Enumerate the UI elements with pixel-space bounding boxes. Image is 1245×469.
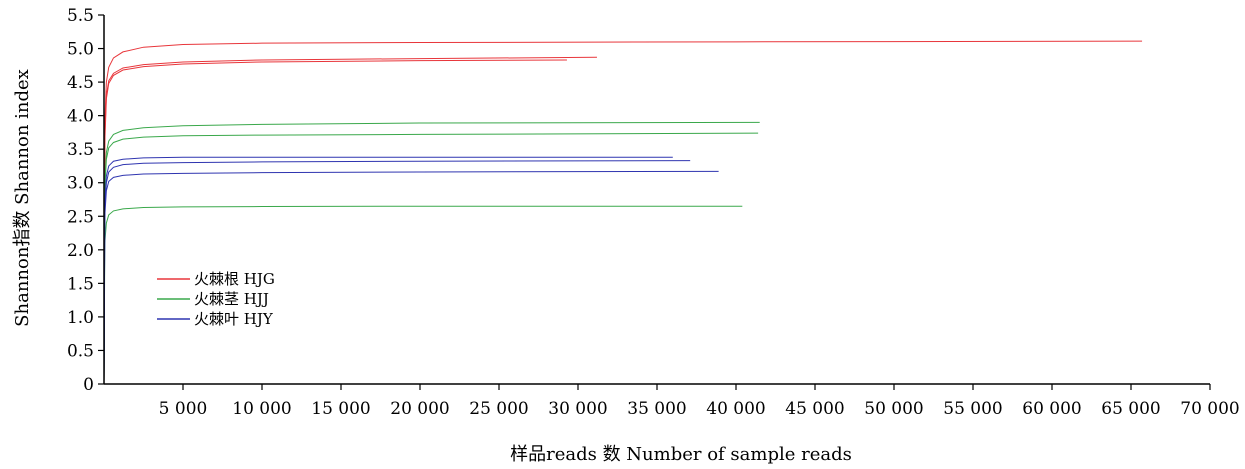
y-tick-label: 0	[83, 375, 94, 395]
x-tick-label: 50 000	[864, 399, 923, 419]
y-tick-label: 5.5	[67, 6, 94, 26]
series-line-hjg-2	[103, 59, 567, 385]
legend-label: 火棘叶 HJY	[194, 310, 274, 328]
legend: 火棘根 HJG 火棘茎 HJJ 火棘叶 HJY	[157, 270, 275, 328]
x-tick-label: 25 000	[469, 399, 528, 419]
y-tick-label: 1.5	[67, 274, 94, 294]
series-line-hjj-4	[103, 132, 759, 385]
x-tick-label: 70 000	[1180, 399, 1239, 419]
series-line-hjj-5	[103, 205, 743, 385]
x-tick-label: 30 000	[548, 399, 607, 419]
legend-label: 火棘茎 HJJ	[194, 290, 269, 308]
x-tick-label: 15 000	[311, 399, 370, 419]
series-line-hjy-6	[103, 156, 673, 385]
y-tick-label: 3.0	[67, 174, 94, 194]
x-tick-label: 40 000	[706, 399, 765, 419]
x-tick-label: 10 000	[232, 399, 291, 419]
y-axis-ticks: 0 0.5 1.0 1.5 2.0 2.5 3.0 3.5 4.0 4.5 5.0 5.5	[67, 6, 104, 395]
series-line-hjy-7	[103, 160, 691, 385]
x-tick-label: 55 000	[943, 399, 1002, 419]
x-tick-label: 20 000	[390, 399, 449, 419]
series-line-hjg-0	[103, 40, 1143, 385]
y-tick-label: 3.5	[67, 140, 94, 160]
y-tick-label: 0.5	[67, 341, 94, 361]
x-tick-label: 45 000	[785, 399, 844, 419]
x-axis-ticks: 5 000 10 000 15 000 20 000 25 000 30 000 35 00…	[159, 384, 1240, 419]
x-axis-title: 样品reads 数 Number of sample reads	[510, 444, 852, 465]
series-layer	[103, 40, 1143, 385]
legend-label: 火棘根 HJG	[194, 270, 275, 288]
series-line-hjg-1	[103, 56, 597, 385]
x-tick-label: 5 000	[159, 399, 208, 419]
x-tick-label: 60 000	[1022, 399, 1081, 419]
y-tick-label: 2.5	[67, 207, 94, 227]
y-tick-label: 2.0	[67, 241, 94, 261]
x-tick-label: 35 000	[627, 399, 686, 419]
y-tick-label: 4.5	[67, 73, 94, 93]
y-axis-title: Shannon指数 Shannon index	[12, 69, 33, 327]
y-tick-label: 5.0	[67, 40, 94, 60]
y-tick-label: 4.0	[67, 107, 94, 127]
y-tick-label: 1.0	[67, 308, 94, 328]
x-tick-label: 65 000	[1101, 399, 1160, 419]
series-line-hjy-8	[103, 170, 719, 385]
